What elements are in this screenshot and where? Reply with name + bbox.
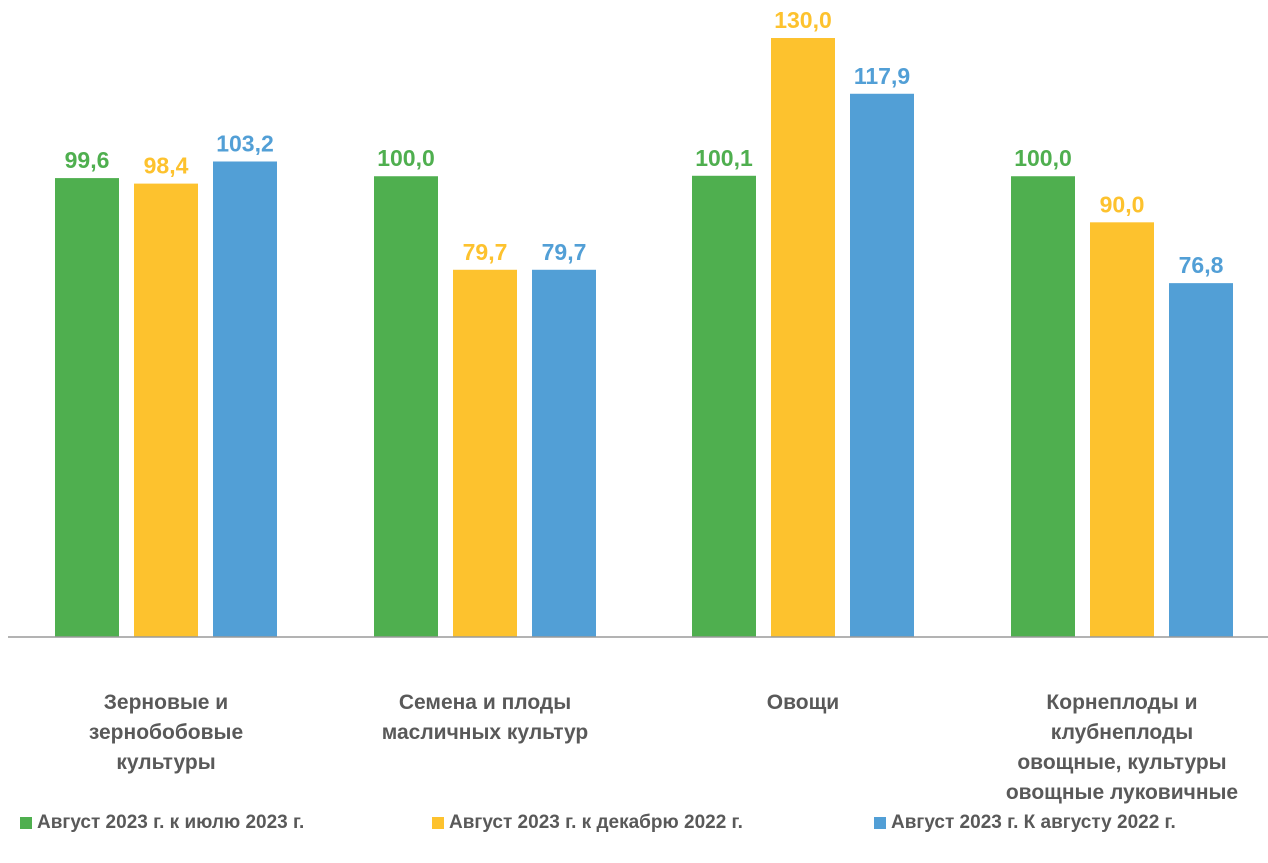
category-label-1: Семена и плоды масличных культур [381,691,589,744]
bar-0-0 [55,178,119,637]
bar-1-0 [374,176,438,638]
bar-0-1 [134,183,198,637]
data-label-0-0: 99,6 [65,147,110,173]
data-labels-group: 99,6 98,4 103,2 100,0 79,7 79,7 100,1 130,0 117,… [65,7,1224,278]
category-label-0: Зерновые и зернобобовые культуры [88,691,244,774]
legend-label-1: Август 2023 г. к декабрю 2022 г. [449,812,743,833]
legend-label-0: Август 2023 г. к июлю 2023 г. [37,812,305,833]
data-label-1-1: 79,7 [463,239,508,265]
bar-1-2 [532,269,596,637]
legend-item-0: Август 2023 г. к июлю 2023 г. [20,812,304,834]
legend-swatch-2 [874,817,886,829]
legend: Август 2023 г. к июлю 2023 г. Август 2023… [0,812,1268,852]
bar-chart: 99,6 98,4 103,2 100,0 79,7 79,7 100,1 130,0 117,… [8,7,1268,638]
bar-1-1 [453,269,517,637]
bar-2-1 [771,38,835,637]
data-label-1-0: 100,0 [377,145,435,171]
bar-2-2 [850,93,914,637]
data-label-2-2: 117,9 [854,63,910,89]
legend-item-1: Август 2023 г. к декабрю 2022 г. [432,812,743,834]
data-label-3-1: 90,0 [1100,191,1145,217]
data-label-0-2: 103,2 [216,130,274,156]
data-label-1-2: 79,7 [542,239,587,265]
data-label-3-0: 100,0 [1014,145,1072,171]
legend-item-2: Август 2023 г. К августу 2022 г. [874,812,1176,834]
category-label-3: Корнеплоды и клубнеплоды овощные, культу… [1005,691,1239,804]
bar-2-0 [692,175,756,637]
bar-0-2 [213,161,277,638]
bars-group [55,38,1233,638]
bar-3-1 [1090,222,1154,638]
data-label-3-2: 76,8 [1179,252,1224,278]
legend-swatch-1 [432,817,444,829]
legend-swatch-0 [20,817,32,829]
bar-3-2 [1169,283,1233,637]
data-label-2-1: 130,0 [774,7,832,33]
bar-3-0 [1011,176,1075,638]
data-label-0-1: 98,4 [144,153,189,179]
data-label-2-0: 100,1 [695,145,753,171]
legend-label-2: Август 2023 г. К августу 2022 г. [891,812,1176,833]
category-label-2: Овощи [766,691,840,714]
